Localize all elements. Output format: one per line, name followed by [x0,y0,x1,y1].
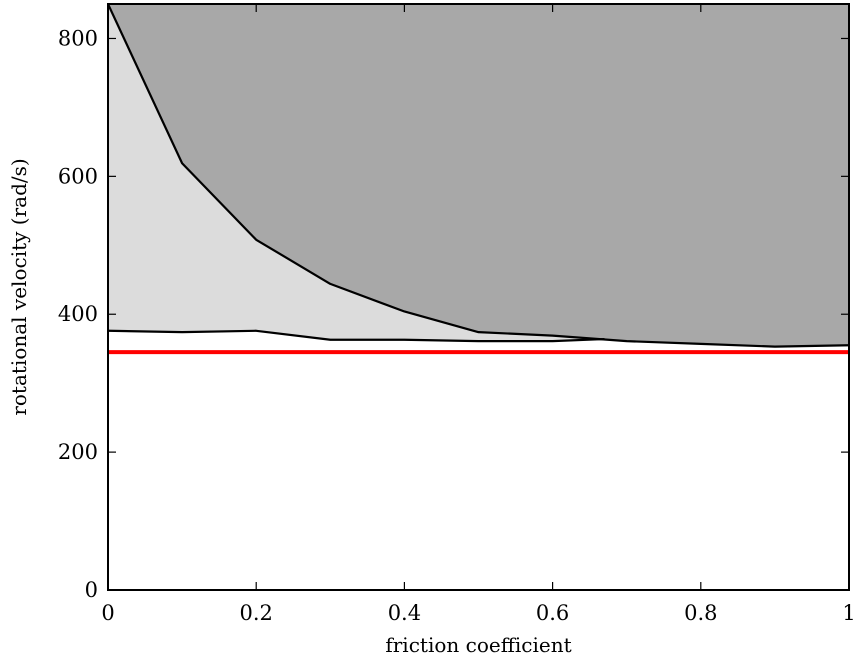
x-tick-label: 1 [842,601,853,625]
x-tick-label: 0.6 [536,601,569,625]
y-tick-label: 0 [85,578,98,602]
region-group [108,4,849,355]
y-tick-label: 600 [58,164,98,188]
x-tick-label: 0.4 [388,601,421,625]
y-tick-label: 800 [58,26,98,50]
lower-boundary-line [108,329,605,343]
x-tick-label: 0.8 [684,601,717,625]
x-axis-title: friction coefficient [385,633,571,657]
upper-boundary-line [108,4,849,348]
x-tick-label: 0 [101,601,114,625]
plot-frame [107,3,850,591]
plot-area [107,3,850,591]
axis-ticks: 0 0.2 0.4 0.6 0.8 1 0 200 400 600 800 [58,4,853,625]
y-tick-label: 200 [58,440,98,464]
y-tick-label: 400 [58,302,98,326]
x-tick-label: 0.2 [239,601,272,625]
y-axis-title: rotational velocity (rad/s) [7,158,31,415]
